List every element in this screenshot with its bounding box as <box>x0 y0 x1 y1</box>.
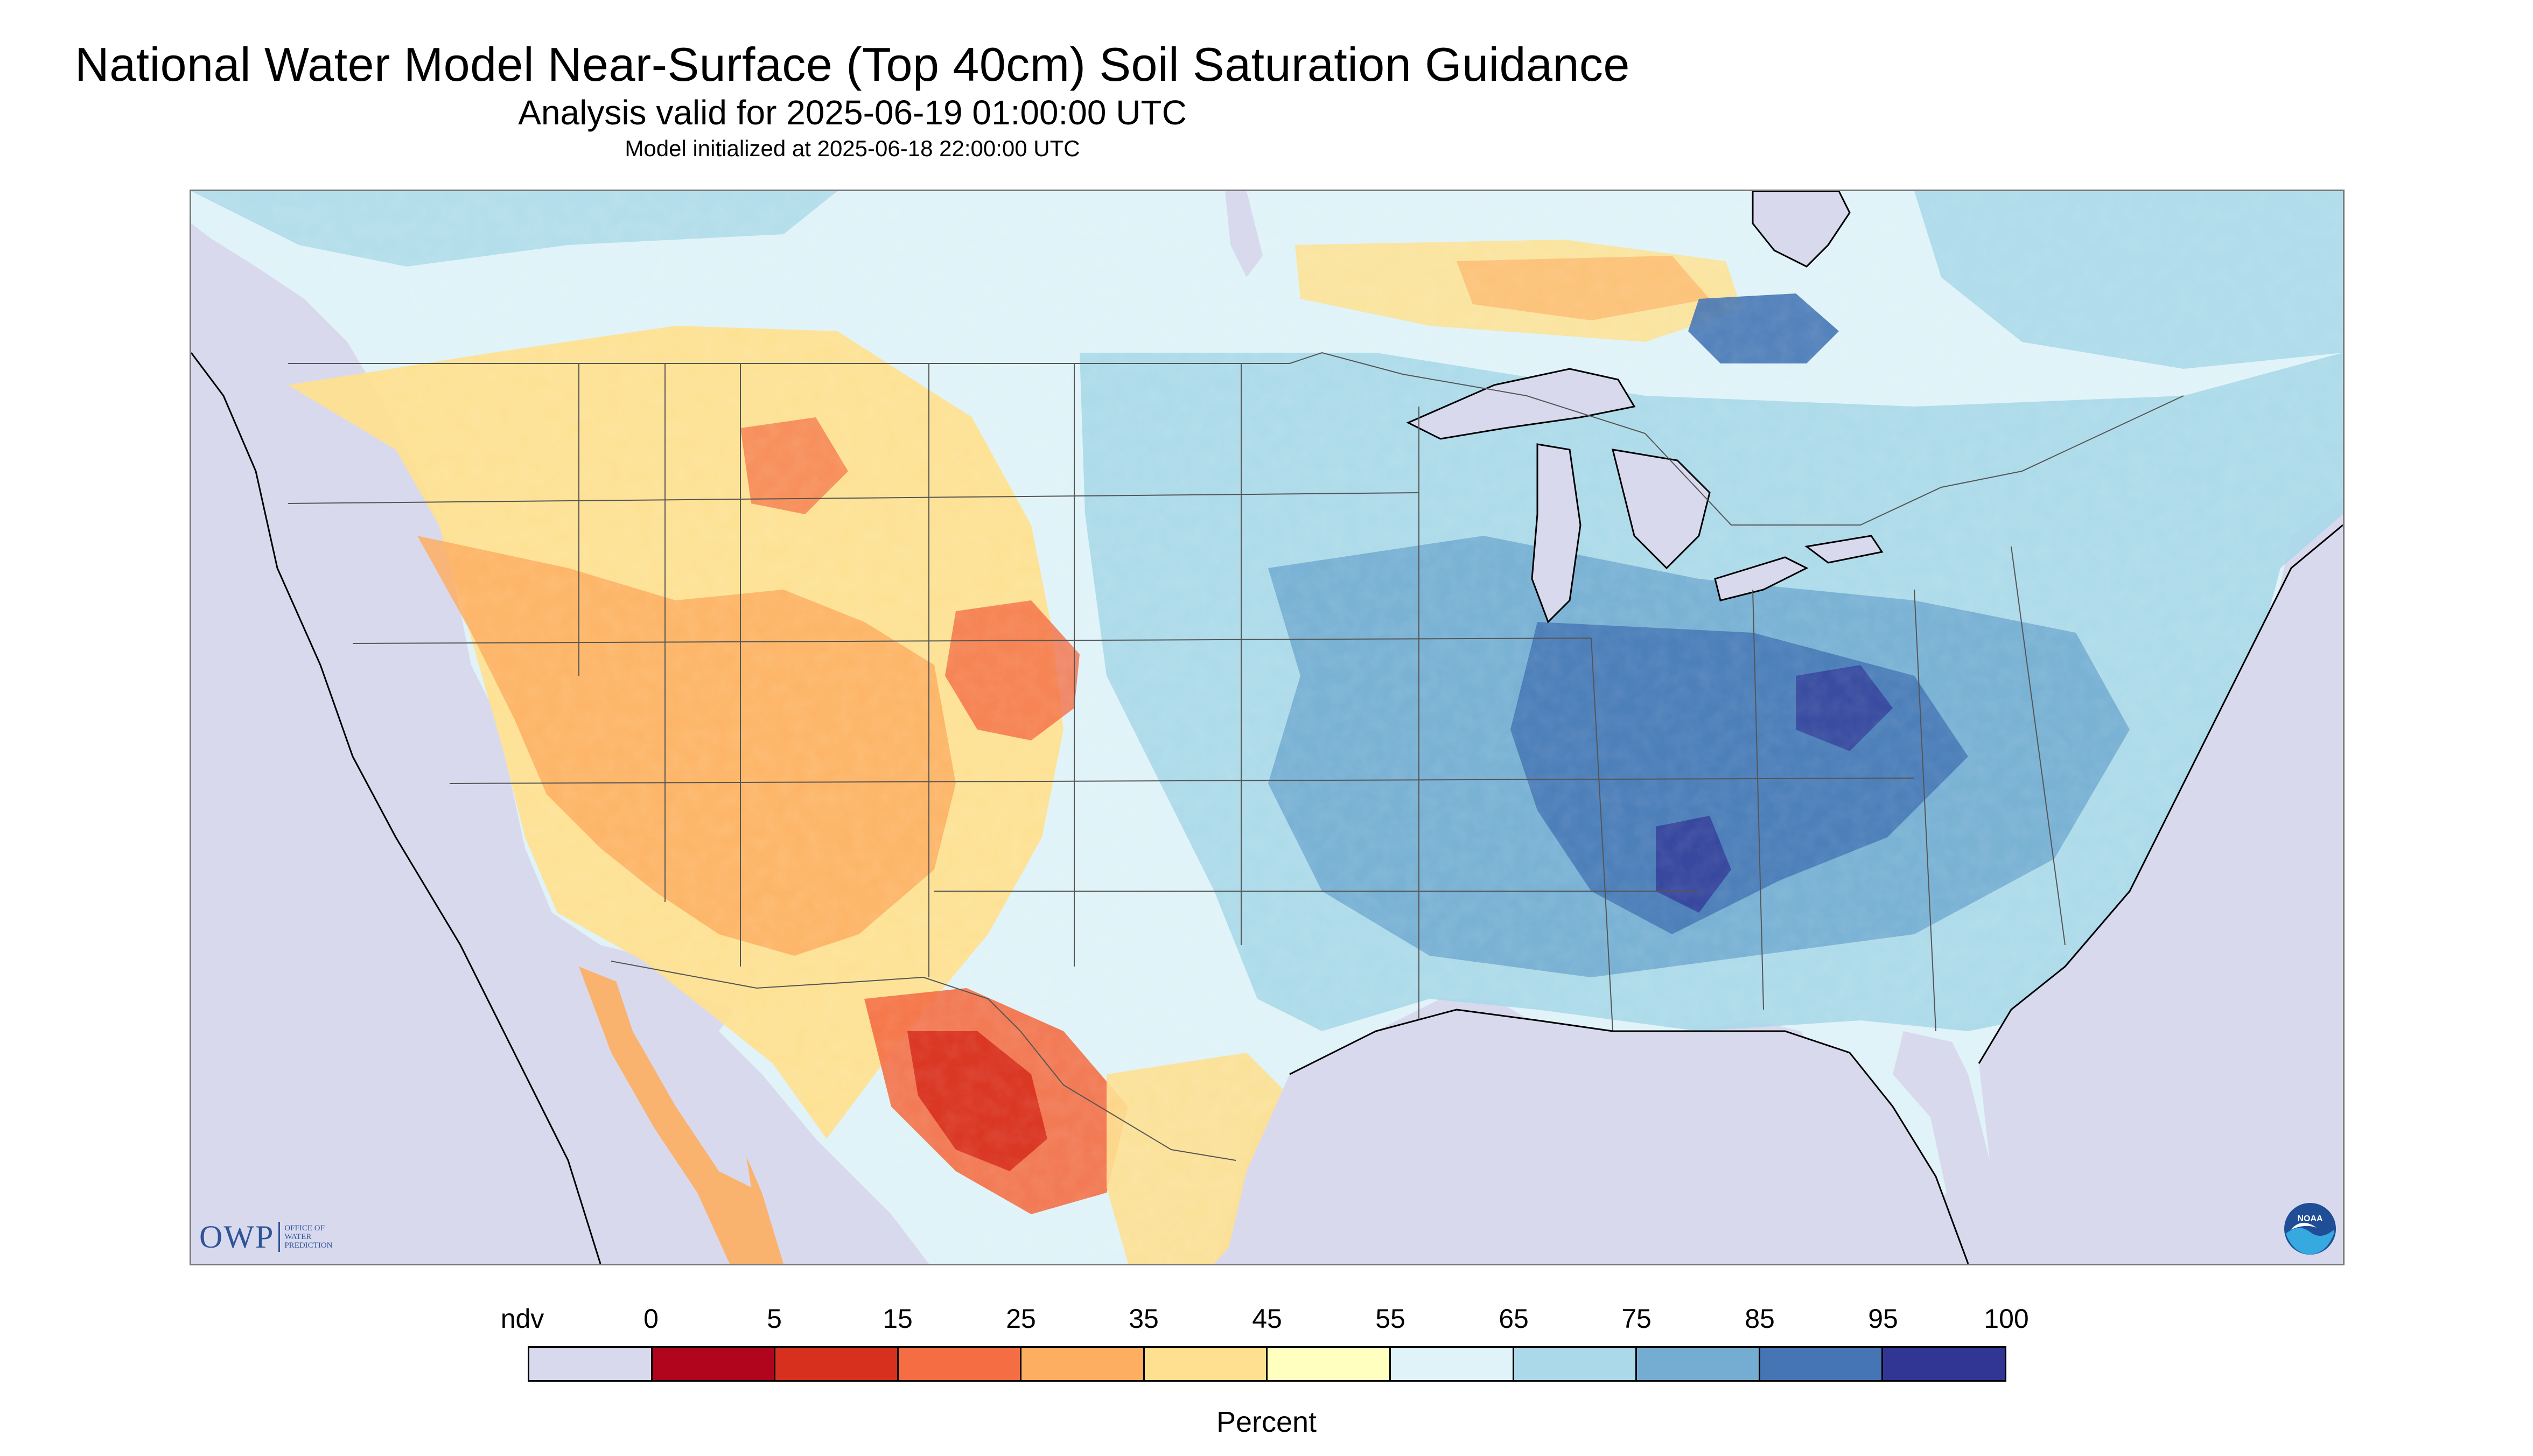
parallel-2 <box>352 638 1592 644</box>
legend-label-55: 55 <box>1375 1304 1405 1334</box>
legend-label-0: 0 <box>643 1304 659 1334</box>
eastern-boundary-3 <box>1914 589 1936 1032</box>
legend-label-5: 5 <box>767 1304 782 1334</box>
legend-label-75: 75 <box>1621 1304 1652 1334</box>
atlantic-ocean <box>1979 525 2343 1264</box>
us-canada-border <box>288 352 2184 526</box>
owp-logo: OWP OFFICE OF WATER PREDICTION <box>199 1218 333 1256</box>
owp-logo-letters: OWP <box>199 1219 275 1255</box>
owp-logo-line2: WATER <box>284 1233 312 1241</box>
gulf-of-mexico <box>1225 1010 1968 1264</box>
coastline <box>191 352 2343 1264</box>
map-canvas <box>191 191 2343 1264</box>
parallel-1 <box>288 492 1419 504</box>
title-block: National Water Model Near-Surface (Top 4… <box>0 38 1705 164</box>
lake-superior <box>1406 368 1636 440</box>
legend-label-85: 85 <box>1745 1304 1775 1334</box>
map-title: National Water Model Near-Surface (Top 4… <box>75 38 1630 91</box>
baja-dry <box>579 967 783 1264</box>
legend-label-65: 65 <box>1499 1304 1529 1334</box>
lake-michigan <box>1531 443 1582 624</box>
legend-swatch-85-95 <box>1760 1348 1884 1380</box>
legend-swatch-ndv <box>529 1348 653 1380</box>
legend-label-15: 15 <box>883 1304 913 1334</box>
noaa-logo-text: NOAA <box>2297 1214 2323 1223</box>
legend-swatch-5-15 <box>775 1348 899 1380</box>
legend-label-ndv: ndv <box>500 1304 544 1334</box>
soil-saturation-map <box>190 190 2345 1265</box>
legend-swatch-65-75 <box>1514 1348 1638 1380</box>
noaa-logo: NOAA <box>2284 1203 2336 1255</box>
lake-ontario <box>1804 535 1884 564</box>
legend-label-95: 95 <box>1868 1304 1898 1334</box>
legend-labels: ndv 0 5 15 25 35 45 55 65 75 85 95 100 <box>0 1303 2533 1341</box>
legend-label-35: 35 <box>1129 1304 1159 1334</box>
gulf-of-california <box>611 967 751 1187</box>
noaa-logo-wave <box>2286 1228 2334 1255</box>
noaa-logo-gull <box>2291 1222 2317 1230</box>
legend-swatch-55-65 <box>1391 1348 1514 1380</box>
james-bay <box>1752 191 1851 268</box>
color-legend: ndv 0 5 15 25 35 45 55 65 75 85 95 100 P… <box>0 1292 2533 1454</box>
lake-huron <box>1611 449 1711 570</box>
owp-logo-words: OFFICE OF WATER PREDICTION <box>284 1224 332 1250</box>
pacific-ocean <box>191 353 600 1264</box>
eastern-boundary-1 <box>1591 638 1613 1032</box>
legend-swatch-95-100 <box>1883 1348 2005 1380</box>
legend-label-25: 25 <box>1006 1304 1036 1334</box>
legend-swatch-25-35 <box>1021 1348 1145 1380</box>
owp-logo-divider <box>278 1222 281 1252</box>
parallel-3 <box>449 778 1915 784</box>
lake-winnipeg <box>1225 191 1263 277</box>
legend-swatch-15-25 <box>898 1348 1022 1380</box>
water-bodies <box>191 191 2343 1264</box>
owp-logo-line3: PREDICTION <box>284 1241 333 1250</box>
legend-swatch-45-55 <box>1268 1348 1391 1380</box>
legend-label-100: 100 <box>1984 1304 2029 1334</box>
eastern-boundary-2 <box>1752 589 1764 1010</box>
lake-erie <box>1714 556 1809 601</box>
legend-swatch-0-5 <box>652 1348 776 1380</box>
owp-logo-line1: OFFICE OF <box>284 1224 325 1233</box>
legend-swatch-75-85 <box>1637 1348 1760 1380</box>
legend-swatch-35-45 <box>1144 1348 1268 1380</box>
legend-color-bar <box>528 1346 2006 1382</box>
eastern-boundary-4 <box>2011 546 2066 946</box>
legend-unit-label: Percent <box>1216 1406 1317 1438</box>
us-mexico-border <box>611 961 1236 1161</box>
model-initialized-time: Model initialized at 2025-06-18 22:00:00… <box>625 136 1080 161</box>
legend-label-45: 45 <box>1252 1304 1282 1334</box>
state-boundaries <box>288 352 2184 1161</box>
analysis-valid-time: Analysis valid for 2025-06-19 01:00:00 U… <box>518 93 1187 132</box>
